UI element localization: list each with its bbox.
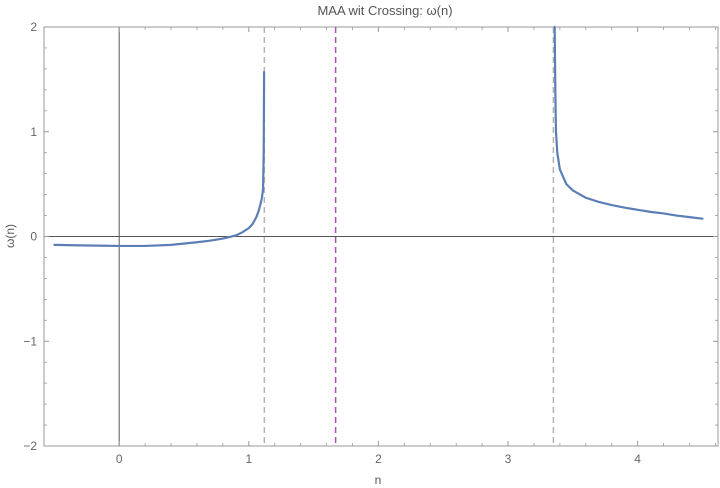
- x-tick-label: 4: [634, 452, 641, 466]
- y-axis-title: ω(n): [3, 224, 17, 248]
- curve-left: [53, 70, 266, 248]
- y-tick-label: 0: [30, 230, 37, 244]
- y-tick-label: −1: [23, 334, 37, 348]
- y-tick-label: −2: [23, 439, 37, 453]
- axes: [44, 27, 718, 446]
- y-tick-label: 1: [30, 125, 37, 139]
- series-layer: [53, 25, 704, 248]
- chart-title: MAA wit Crossing: ω(n): [317, 3, 452, 18]
- x-axis-title: n: [375, 473, 382, 487]
- y-tick-label: 2: [30, 20, 37, 34]
- x-tick-label: 3: [505, 452, 512, 466]
- x-tick-label: 0: [116, 452, 123, 466]
- ticks: 0 1 2 3 4 −2 −1 0 1 2: [23, 20, 718, 466]
- x-tick-label: 1: [245, 452, 252, 466]
- curve-right: [553, 25, 704, 220]
- x-tick-label: 2: [375, 452, 382, 466]
